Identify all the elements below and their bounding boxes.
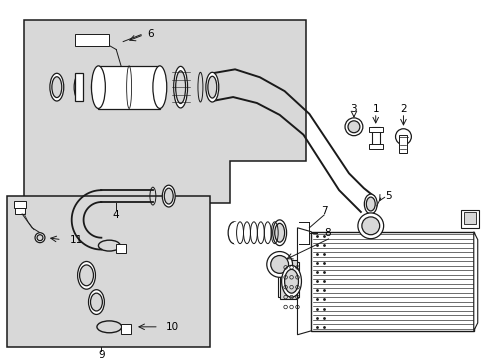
Ellipse shape bbox=[175, 71, 185, 103]
Ellipse shape bbox=[88, 290, 104, 314]
Text: 8: 8 bbox=[324, 228, 330, 238]
Circle shape bbox=[345, 118, 362, 136]
Ellipse shape bbox=[76, 79, 81, 95]
Bar bbox=[75, 73, 82, 101]
Text: 7: 7 bbox=[320, 206, 327, 216]
Ellipse shape bbox=[366, 197, 374, 211]
Bar bbox=[399, 135, 407, 153]
Text: 1: 1 bbox=[372, 104, 378, 114]
Bar bbox=[7, 196, 210, 347]
Ellipse shape bbox=[91, 66, 105, 108]
Ellipse shape bbox=[164, 188, 173, 204]
Circle shape bbox=[357, 213, 383, 239]
Bar bbox=[368, 144, 382, 149]
Bar bbox=[277, 262, 299, 297]
Bar bbox=[75, 34, 109, 46]
Bar bbox=[116, 244, 126, 253]
Ellipse shape bbox=[205, 72, 218, 102]
Circle shape bbox=[266, 252, 292, 277]
Bar bbox=[234, 222, 271, 244]
Polygon shape bbox=[473, 232, 477, 331]
Ellipse shape bbox=[50, 73, 63, 101]
Ellipse shape bbox=[93, 76, 103, 98]
Ellipse shape bbox=[228, 222, 240, 244]
Ellipse shape bbox=[153, 66, 166, 108]
Bar bbox=[371, 127, 379, 145]
Bar bbox=[279, 261, 297, 299]
Ellipse shape bbox=[90, 293, 102, 311]
Text: 11: 11 bbox=[70, 235, 83, 245]
Bar bbox=[15, 206, 25, 214]
Ellipse shape bbox=[274, 223, 284, 242]
Bar bbox=[463, 212, 475, 224]
Text: 10: 10 bbox=[165, 322, 179, 332]
Ellipse shape bbox=[52, 77, 61, 98]
Circle shape bbox=[270, 256, 288, 273]
Bar bbox=[311, 232, 473, 331]
Ellipse shape bbox=[162, 185, 175, 207]
Polygon shape bbox=[297, 228, 311, 335]
Text: 3: 3 bbox=[350, 104, 357, 114]
Ellipse shape bbox=[80, 265, 93, 286]
Circle shape bbox=[37, 235, 43, 241]
Ellipse shape bbox=[364, 194, 376, 214]
Bar bbox=[460, 210, 478, 228]
Ellipse shape bbox=[207, 76, 216, 98]
Polygon shape bbox=[24, 20, 306, 203]
Ellipse shape bbox=[91, 72, 105, 102]
Ellipse shape bbox=[272, 220, 286, 246]
Text: 6: 6 bbox=[147, 29, 154, 39]
Ellipse shape bbox=[284, 269, 298, 293]
Text: 5: 5 bbox=[385, 191, 391, 201]
Bar bbox=[121, 324, 131, 334]
Ellipse shape bbox=[173, 66, 187, 108]
Circle shape bbox=[35, 233, 45, 243]
Bar bbox=[14, 201, 26, 208]
Ellipse shape bbox=[74, 75, 83, 99]
Bar bbox=[368, 127, 382, 132]
Text: 2: 2 bbox=[399, 104, 406, 114]
Ellipse shape bbox=[78, 261, 95, 289]
Text: 4: 4 bbox=[113, 210, 119, 220]
Circle shape bbox=[361, 217, 379, 235]
Text: 9: 9 bbox=[98, 350, 104, 360]
Ellipse shape bbox=[281, 265, 301, 297]
Bar bbox=[98, 66, 160, 109]
Circle shape bbox=[347, 121, 359, 133]
Circle shape bbox=[395, 129, 410, 145]
